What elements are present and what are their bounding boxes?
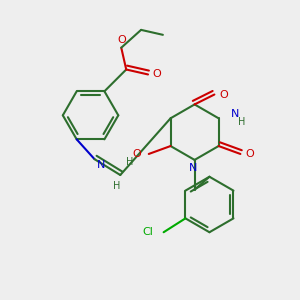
Text: O: O: [132, 149, 141, 159]
Text: H: H: [125, 157, 133, 167]
Text: Cl: Cl: [143, 227, 154, 237]
Text: O: O: [153, 70, 161, 80]
Text: O: O: [117, 35, 126, 45]
Text: N: N: [97, 160, 105, 170]
Text: H: H: [238, 117, 246, 127]
Text: N: N: [188, 163, 197, 173]
Text: N: N: [230, 109, 239, 119]
Text: H: H: [112, 181, 120, 191]
Text: O: O: [245, 149, 254, 159]
Text: O: O: [219, 89, 228, 100]
